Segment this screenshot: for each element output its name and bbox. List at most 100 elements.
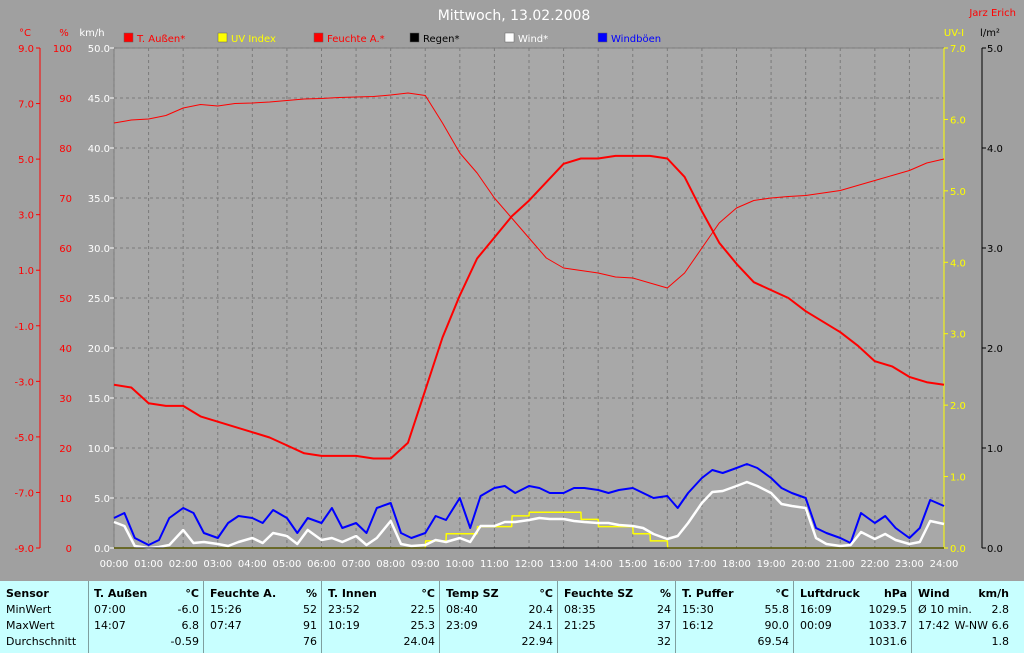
series-line-t-au-en — [113, 154, 945, 460]
hum-axis-tick-label: 100 — [53, 44, 72, 55]
rain-axis-tick-label: 3.0 — [987, 244, 1003, 255]
stat-time: 00:09 — [800, 619, 832, 632]
x-tick-label: 02:00 — [169, 559, 198, 570]
stat-time: 16:12 — [682, 619, 714, 632]
sensor-unit: °C — [185, 587, 199, 600]
stats-row: 16:12 90.0 — [676, 619, 793, 635]
x-tick-label: 07:00 — [342, 559, 371, 570]
stats-column: Wind km/h Ø 10 min. 2.8 17:42 W-NW 6.6 1.8 — [912, 581, 1013, 653]
temp-axis-tick-label: 1.0 — [18, 266, 34, 277]
stat-value: -0.59 — [170, 635, 199, 648]
stat-value: 1.8 — [991, 635, 1010, 648]
sensor-name: Luftdruck — [800, 587, 860, 600]
sensor-name: Wind — [918, 587, 950, 600]
temp-axis-tick-label: -3.0 — [14, 377, 34, 388]
stats-row: 76 — [204, 635, 321, 651]
stats-row: 1.8 — [912, 635, 1013, 651]
uv-axis-tick-label: 3.0 — [950, 330, 966, 341]
uv-axis-tick-label: 7.0 — [950, 44, 966, 55]
legend-swatch — [313, 32, 324, 43]
temp-axis-unit: °C — [19, 28, 31, 39]
stats-row: 00:09 1033.7 — [794, 619, 911, 635]
x-tick-label: 14:00 — [584, 559, 613, 570]
sensor-name: Temp SZ — [446, 587, 499, 600]
stats-column: Luftdruck hPa 16:09 1029.5 00:09 1033.7 1031.6 — [794, 581, 912, 653]
stat-time: 21:25 — [564, 619, 596, 632]
stat-time: 15:30 — [682, 603, 714, 616]
x-tick-label: 18:00 — [722, 559, 751, 570]
chart-title: Mittwoch, 13.02.2008 — [438, 8, 591, 24]
sensor-name: T. Innen — [328, 587, 377, 600]
x-tick-label: 22:00 — [860, 559, 889, 570]
stat-value: 37 — [657, 619, 671, 632]
hum-axis-tick-label: 30 — [59, 394, 72, 405]
hum-axis-tick-label: 40 — [59, 344, 72, 355]
stats-row: 32 — [558, 635, 675, 651]
stats-row: 21:25 37 — [558, 619, 675, 635]
hum-axis-tick-label: 70 — [59, 194, 72, 205]
x-tick-label: 19:00 — [757, 559, 786, 570]
series-line-feuchte-a — [113, 92, 945, 289]
sensor-unit: km/h — [978, 587, 1009, 600]
stats-row: 69.54 — [676, 635, 793, 651]
x-tick-label: 01:00 — [134, 559, 163, 570]
x-tick-label: 21:00 — [826, 559, 855, 570]
x-tick-label: 06:00 — [307, 559, 336, 570]
row-label-max: MaxWert — [6, 619, 55, 632]
stats-column: T. Puffer °C 15:30 55.8 16:12 90.0 69.54 — [676, 581, 794, 653]
stats-row: Luftdruck hPa — [794, 587, 911, 603]
sensor-name: Feuchte SZ — [564, 587, 634, 600]
hum-axis-tick-label: 50 — [59, 294, 72, 305]
stats-column: T. Außen °C 07:00 -6.0 14:07 6.8 -0.59 — [88, 581, 204, 653]
stats-row: 16:09 1029.5 — [794, 603, 911, 619]
stat-time: 07:00 — [94, 603, 126, 616]
stats-row: T. Innen °C — [322, 587, 439, 603]
stat-time: 16:09 — [800, 603, 832, 616]
wind-axis-tick-label: 20.0 — [88, 344, 110, 355]
legend-label: Feuchte A.* — [327, 34, 385, 45]
x-tick-label: 09:00 — [411, 559, 440, 570]
stats-row: 22.94 — [440, 635, 557, 651]
row-label-min: MinWert — [6, 603, 52, 616]
legend-label: Windböen — [611, 34, 661, 45]
stats-row: 08:40 20.4 — [440, 603, 557, 619]
temp-axis-tick-label: -1.0 — [14, 322, 34, 333]
stats-row: 10:19 25.3 — [322, 619, 439, 635]
x-tick-label: 12:00 — [515, 559, 544, 570]
legend-swatch — [597, 32, 608, 43]
stat-time: 23:52 — [328, 603, 360, 616]
stat-value: 2.8 — [991, 603, 1010, 616]
stats-column: T. Innen °C 23:52 22.5 10:19 25.3 24.04 — [322, 581, 440, 653]
stat-value: 69.54 — [757, 635, 790, 648]
stat-time: 08:40 — [446, 603, 478, 616]
stat-value: 20.4 — [528, 603, 554, 616]
temp-axis-tick-label: -7.0 — [14, 488, 34, 499]
wind-axis-tick-label: 25.0 — [88, 294, 110, 305]
hum-axis-tick-label: 10 — [59, 494, 72, 505]
x-tick-label: 15:00 — [618, 559, 647, 570]
legend-swatch — [123, 32, 134, 43]
stat-value: 24.1 — [528, 619, 554, 632]
stats-row: Wind km/h — [912, 587, 1013, 603]
stat-time: 15:26 — [210, 603, 242, 616]
rain-axis-tick-label: 4.0 — [987, 144, 1003, 155]
legend-swatch — [409, 32, 420, 43]
stats-row: 15:30 55.8 — [676, 603, 793, 619]
hum-axis-tick-label: 80 — [59, 144, 72, 155]
row-label-sensor: Sensor — [6, 587, 49, 600]
stats-row: Feuchte A.% — [204, 587, 321, 603]
uv-axis-tick-label: 0.0 — [950, 544, 966, 555]
stats-row: 07:00 -6.0 — [88, 603, 203, 619]
stats-row: Ø 10 min. 2.8 — [912, 603, 1013, 619]
stat-value: 32 — [657, 635, 671, 648]
x-tick-label: 00:00 — [100, 559, 129, 570]
hum-axis-tick-label: 20 — [59, 444, 72, 455]
stat-value: 1031.6 — [868, 635, 908, 648]
stats-row: T. Puffer °C — [676, 587, 793, 603]
stats-row: 15:26 52 — [204, 603, 321, 619]
stats-column: Feuchte A.% 15:26 52 07:47 91 76 — [204, 581, 322, 653]
wind-axis-tick-label: 30.0 — [88, 244, 110, 255]
row-labels-column: Sensor MinWert MaxWert Durchschnitt — [0, 581, 89, 653]
legend: T. Außen* UV Index Feuchte A.* Regen* Wind* W… — [123, 32, 661, 45]
